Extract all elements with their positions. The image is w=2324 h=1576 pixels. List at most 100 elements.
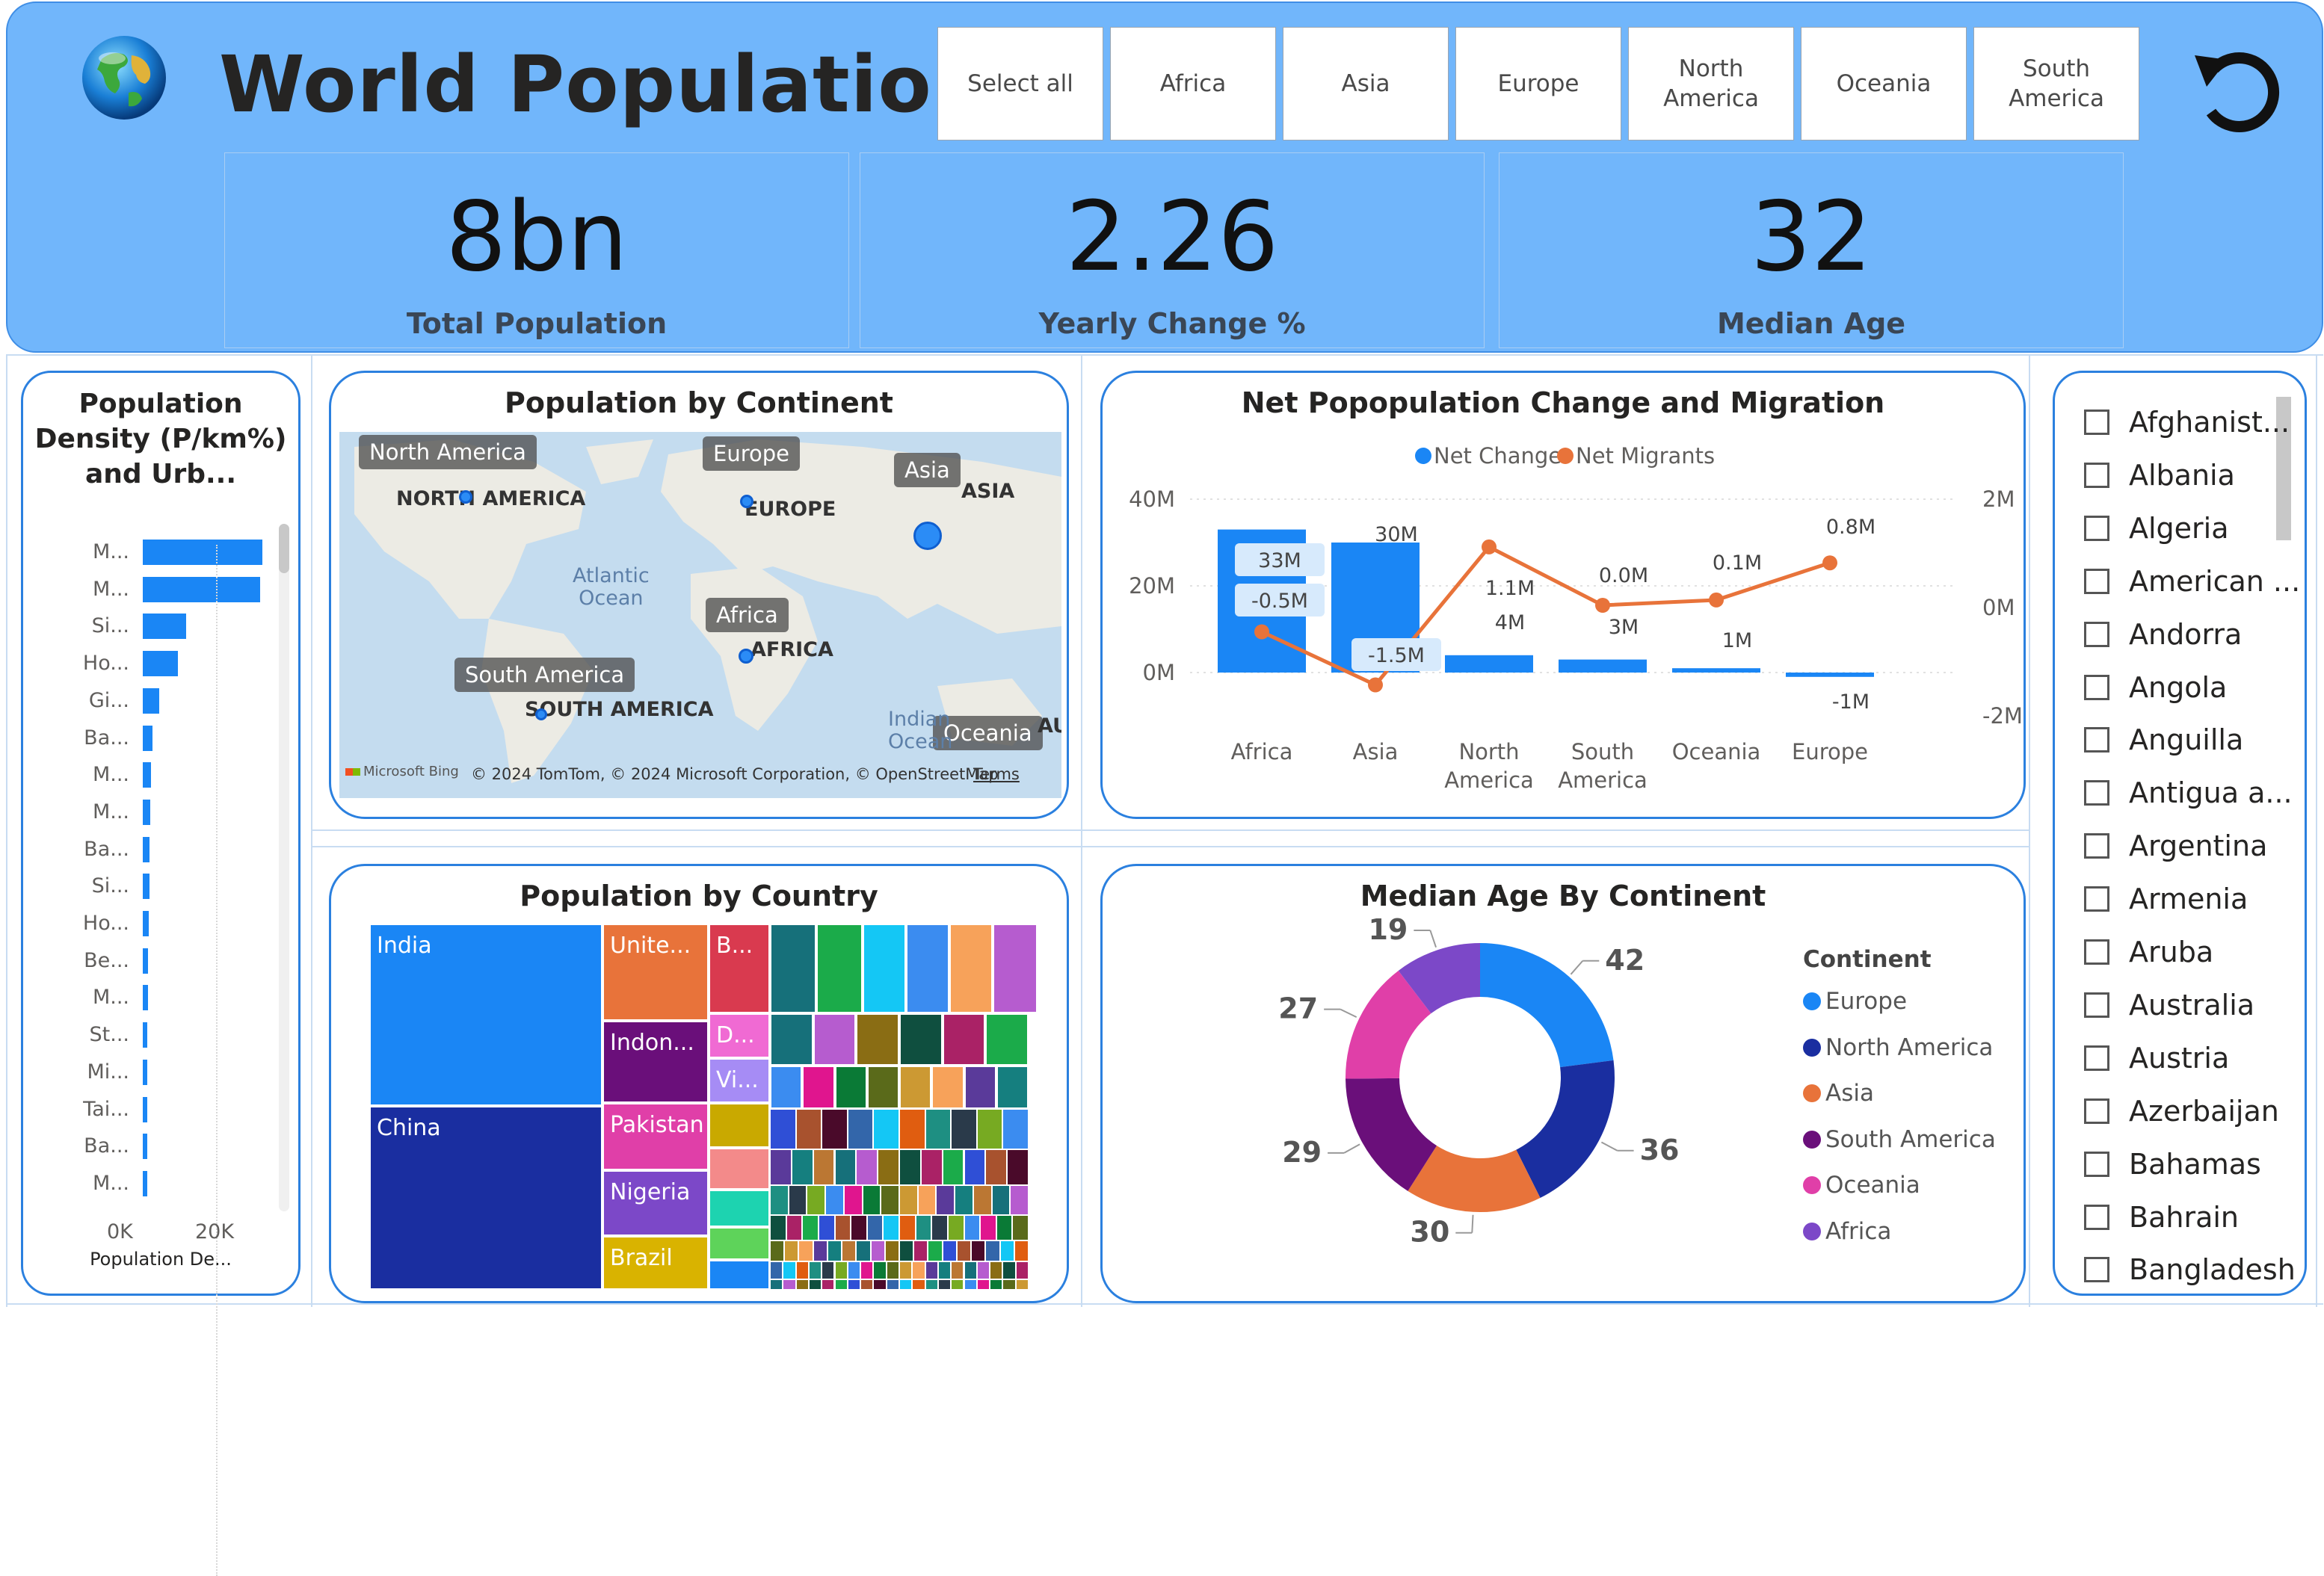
- continent-button-south-america[interactable]: South America: [1973, 27, 2139, 140]
- density-bar[interactable]: [143, 651, 179, 677]
- treemap-tile[interactable]: [847, 1261, 861, 1279]
- treemap-tile[interactable]: [709, 1103, 770, 1148]
- treemap-tile[interactable]: [955, 1185, 973, 1215]
- treemap-tile[interactable]: [870, 1240, 885, 1261]
- legend-item[interactable]: Asia: [1803, 1080, 1874, 1107]
- treemap-tile[interactable]: [973, 1185, 992, 1215]
- treemap-tile[interactable]: [795, 1279, 809, 1290]
- legend-item[interactable]: North America: [1803, 1034, 1993, 1061]
- treemap-tile[interactable]: [1002, 1261, 1016, 1279]
- treemap-tile[interactable]: [798, 1240, 813, 1261]
- checkbox[interactable]: [2084, 939, 2109, 965]
- treemap-tile[interactable]: [942, 1240, 957, 1261]
- map-tag-europe[interactable]: Europe: [703, 436, 800, 471]
- treemap-tile[interactable]: [791, 1149, 813, 1185]
- map-bubble-europe[interactable]: [740, 495, 753, 508]
- treemap-tile[interactable]: [996, 1066, 1029, 1109]
- treemap-tile[interactable]: [860, 1261, 874, 1279]
- country-option[interactable]: Algeria: [2084, 510, 2229, 547]
- treemap-tile[interactable]: [795, 1109, 822, 1149]
- density-bar[interactable]: [143, 540, 263, 565]
- country-scrollbar[interactable]: [2276, 397, 2291, 540]
- treemap-tile[interactable]: [770, 1149, 792, 1185]
- treemap-tile[interactable]: [899, 1109, 925, 1149]
- checkbox[interactable]: [2084, 1045, 2109, 1071]
- treemap-tile[interactable]: [770, 1240, 785, 1261]
- country-option[interactable]: Austria: [2084, 1039, 2229, 1077]
- continent-button-asia[interactable]: Asia: [1283, 27, 1449, 140]
- treemap-tile[interactable]: [985, 1013, 1029, 1066]
- country-option[interactable]: Bangladesh: [2084, 1251, 2296, 1285]
- checkbox[interactable]: [2084, 1204, 2109, 1230]
- treemap-tile[interactable]: [990, 1261, 1003, 1279]
- country-option[interactable]: Aruba: [2084, 933, 2213, 971]
- checkbox[interactable]: [2084, 621, 2109, 647]
- treemap-tile[interactable]: [827, 1240, 842, 1261]
- treemap-tile[interactable]: [822, 1279, 835, 1290]
- country-option[interactable]: Antigua a...: [2084, 774, 2293, 812]
- treemap-tile[interactable]: [990, 1279, 1003, 1290]
- treemap-tile[interactable]: [813, 1013, 857, 1066]
- treemap-tile[interactable]: [964, 1279, 977, 1290]
- treemap-tile[interactable]: [899, 1185, 918, 1215]
- treemap-tile[interactable]: [899, 1240, 914, 1261]
- treemap-tile[interactable]: [783, 1261, 796, 1279]
- treemap-tile[interactable]: [808, 1279, 822, 1290]
- treemap-tile[interactable]: [770, 1261, 783, 1279]
- continent-button-north-america[interactable]: North America: [1628, 27, 1794, 140]
- treemap-tile[interactable]: [937, 1261, 952, 1279]
- treemap-tile[interactable]: [912, 1279, 925, 1290]
- treemap-tile[interactable]: [899, 1215, 916, 1240]
- treemap-tile[interactable]: [881, 1185, 899, 1215]
- treemap-tile[interactable]: [878, 1149, 899, 1185]
- donut-slice[interactable]: [1480, 943, 1614, 1068]
- treemap-tile[interactable]: [851, 1215, 867, 1240]
- density-bar[interactable]: [143, 1096, 147, 1122]
- treemap-tile[interactable]: [931, 1066, 964, 1109]
- country-option[interactable]: Anguilla: [2084, 721, 2243, 758]
- treemap-tile[interactable]: [1014, 1240, 1029, 1261]
- treemap-tile-labeled[interactable]: Indon...: [602, 1021, 709, 1103]
- treemap-tile[interactable]: [834, 1215, 851, 1240]
- treemap-tile[interactable]: [770, 1279, 783, 1290]
- treemap-tile[interactable]: [863, 924, 906, 1013]
- density-bar[interactable]: [143, 614, 187, 640]
- treemap-tile[interactable]: [951, 1279, 964, 1290]
- treemap-tile[interactable]: [985, 1240, 1000, 1261]
- treemap-tile[interactable]: [886, 1279, 899, 1290]
- donut-slice[interactable]: [1408, 1146, 1541, 1212]
- treemap-tile[interactable]: [964, 1261, 977, 1279]
- treemap-tile[interactable]: [847, 1109, 874, 1149]
- checkbox[interactable]: [2084, 462, 2109, 488]
- checkbox[interactable]: [2084, 410, 2109, 435]
- treemap-tile[interactable]: [770, 1066, 803, 1109]
- density-bar[interactable]: [143, 836, 150, 862]
- treemap-tile[interactable]: [964, 1215, 981, 1240]
- legend-item[interactable]: Europe: [1803, 988, 1907, 1015]
- treemap-tile-labeled[interactable]: Nigeria: [602, 1170, 709, 1236]
- treemap-tile-labeled[interactable]: Pakistan: [602, 1103, 709, 1170]
- treemap-tile[interactable]: [788, 1185, 807, 1215]
- donut-slice[interactable]: [1398, 943, 1480, 1014]
- country-option[interactable]: American ...: [2084, 563, 2300, 600]
- treemap-tile[interactable]: [834, 1066, 867, 1109]
- treemap-tile[interactable]: [999, 1240, 1014, 1261]
- donut-slice[interactable]: [1516, 1060, 1615, 1199]
- treemap-tile[interactable]: [709, 1227, 770, 1260]
- treemap-tile[interactable]: [866, 1215, 884, 1240]
- treemap-tile[interactable]: [816, 924, 863, 1013]
- treemap-tile[interactable]: [917, 1185, 937, 1215]
- treemap-tile[interactable]: [856, 1013, 899, 1066]
- treemap-tile[interactable]: [913, 1240, 928, 1261]
- treemap-tile-labeled[interactable]: D...: [709, 1013, 770, 1058]
- treemap-tile[interactable]: [843, 1185, 863, 1215]
- treemap-tile[interactable]: [834, 1149, 857, 1185]
- treemap-tile[interactable]: [1007, 1149, 1029, 1185]
- country-option[interactable]: Andorra: [2084, 616, 2242, 653]
- treemap-tile[interactable]: [802, 1215, 819, 1240]
- checkbox[interactable]: [2084, 886, 2109, 912]
- treemap-tile[interactable]: [899, 1066, 932, 1109]
- treemap-tile[interactable]: [770, 1185, 789, 1215]
- country-option[interactable]: Azerbaijan: [2084, 1093, 2279, 1130]
- treemap-tile[interactable]: [1002, 1279, 1016, 1290]
